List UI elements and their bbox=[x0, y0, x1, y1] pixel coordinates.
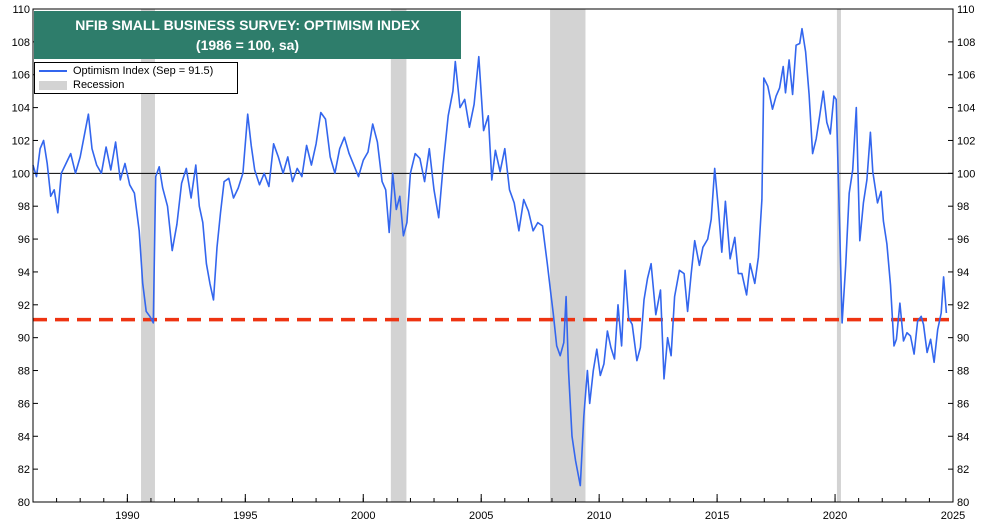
y-tick-label-left: 92 bbox=[18, 300, 30, 312]
series-layer bbox=[32, 27, 948, 487]
y-tick-label-left: 84 bbox=[18, 431, 30, 443]
legend-series-swatch bbox=[39, 70, 67, 72]
y-tick-label-right: 80 bbox=[957, 497, 969, 509]
recession-band bbox=[836, 9, 841, 502]
y-tick-label-right: 84 bbox=[957, 431, 969, 443]
recession-bands bbox=[141, 9, 841, 502]
y-tick-label-left: 94 bbox=[18, 267, 30, 279]
y-tick-label-left: 90 bbox=[18, 333, 30, 345]
y-tick-label-left: 96 bbox=[18, 234, 30, 246]
x-tick-label: 1990 bbox=[115, 510, 139, 522]
chart-subtitle: (1986 = 100, sa) bbox=[195, 37, 300, 53]
y-tick-label-right: 92 bbox=[957, 300, 969, 312]
y-tick-label-right: 82 bbox=[957, 464, 969, 476]
legend: Optimism Index (Sep = 91.5) Recession bbox=[34, 62, 238, 94]
recession-band bbox=[390, 9, 407, 502]
y-tick-label-left: 82 bbox=[18, 464, 30, 476]
y-tick-label-left: 108 bbox=[12, 37, 30, 49]
x-axis: 1990 1995 2000 2005 2010 2015 2020 2025 bbox=[32, 494, 965, 522]
y-tick-label-right: 110 bbox=[957, 4, 975, 16]
y-tick-label-left: 106 bbox=[12, 70, 30, 82]
legend-item-recession: Recession bbox=[39, 78, 124, 92]
x-tick-label: 2015 bbox=[705, 510, 729, 522]
legend-item-series: Optimism Index (Sep = 91.5) bbox=[39, 64, 213, 78]
y-tick-label-left: 86 bbox=[18, 398, 30, 410]
chart-title: NFIB SMALL BUSINESS SURVEY: OPTIMISM IND… bbox=[75, 17, 420, 33]
legend-recession-label: Recession bbox=[73, 79, 125, 91]
y-tick-label-right: 86 bbox=[957, 398, 969, 410]
x-tick-label: 2010 bbox=[587, 510, 611, 522]
y-tick-label-right: 100 bbox=[957, 168, 975, 180]
y-tick-label-right: 88 bbox=[957, 366, 969, 378]
y-tick-label-left: 98 bbox=[18, 201, 30, 213]
recession-band bbox=[141, 9, 155, 502]
right-y-axis: 80 82 84 86 88 90 92 94 96 98 100 102 104 106 108 110 bbox=[948, 4, 975, 509]
x-tick-label: 2025 bbox=[941, 510, 965, 522]
y-tick-label-left: 102 bbox=[12, 135, 30, 147]
x-tick-label: 2005 bbox=[469, 510, 493, 522]
y-tick-label-right: 108 bbox=[957, 37, 975, 49]
x-tick-label: 2020 bbox=[823, 510, 847, 522]
y-tick-label-right: 106 bbox=[957, 70, 975, 82]
y-tick-label-left: 110 bbox=[12, 4, 30, 16]
y-tick-label-right: 96 bbox=[957, 234, 969, 246]
legend-series-label: Optimism Index (Sep = 91.5) bbox=[73, 65, 214, 77]
legend-recession-swatch bbox=[39, 80, 67, 90]
series-line bbox=[32, 27, 948, 487]
left-y-axis: 80 82 84 86 88 90 92 94 96 98 100 102 104 106 108 110 bbox=[12, 4, 38, 509]
y-tick-label-right: 90 bbox=[957, 333, 969, 345]
y-tick-label-left: 88 bbox=[18, 366, 30, 378]
x-tick-label: 2000 bbox=[351, 510, 375, 522]
recession-band bbox=[550, 9, 586, 502]
y-tick-label-left: 104 bbox=[12, 103, 30, 115]
y-tick-label-right: 104 bbox=[957, 103, 975, 115]
y-tick-label-right: 98 bbox=[957, 201, 969, 213]
x-tick-label: 1995 bbox=[233, 510, 257, 522]
chart-title-box: NFIB SMALL BUSINESS SURVEY: OPTIMISM IND… bbox=[34, 11, 461, 59]
plot-frame bbox=[32, 8, 954, 503]
y-tick-label-right: 94 bbox=[957, 267, 969, 279]
y-tick-label-left: 80 bbox=[18, 497, 30, 509]
y-tick-label-left: 100 bbox=[12, 168, 30, 180]
y-tick-label-right: 102 bbox=[957, 135, 975, 147]
